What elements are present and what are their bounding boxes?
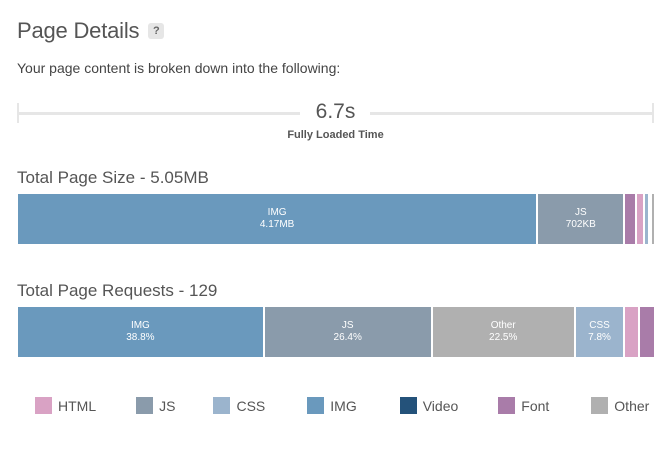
timeline-line-left — [17, 112, 300, 115]
legend-item-font: Font — [498, 397, 549, 414]
legend-label: HTML — [58, 397, 97, 414]
legend-item-html: HTML — [35, 397, 96, 414]
requests-segment-value: 7.8% — [588, 332, 611, 343]
legend-label: Font — [521, 397, 550, 414]
legend-label: JS — [159, 397, 176, 414]
page-title: Page Details — [17, 18, 140, 43]
requests-segment-font[interactable] — [639, 307, 654, 357]
size-segment-css[interactable] — [645, 194, 650, 244]
fully-loaded-timeline: 6.7s Fully Loaded Time — [17, 100, 654, 146]
fully-loaded-time-label: Fully Loaded Time — [287, 129, 384, 141]
requests-segment-label: JS — [341, 320, 354, 331]
fully-loaded-time-value: 6.7s — [315, 100, 356, 123]
legend-item-css: CSS — [213, 397, 265, 414]
legend-swatch-font — [498, 397, 516, 414]
requests-segment-js[interactable]: JS 26.4% — [264, 307, 433, 357]
legend-swatch-video — [399, 397, 417, 414]
requests-segment-value: 38.8% — [126, 332, 155, 343]
requests-segment-other[interactable]: Other 22.5% — [432, 307, 576, 357]
requests-segment-css[interactable]: CSS 7.8% — [575, 307, 626, 357]
legend-swatch-img — [307, 397, 325, 414]
size-segment-label: JS — [574, 207, 587, 218]
total-page-requests-title: Total Page Requests - 129 — [17, 281, 218, 300]
legend-item-video: Video — [399, 397, 459, 414]
page-subtitle: Your page content is broken down into th… — [17, 60, 341, 76]
legend-swatch-html — [35, 397, 52, 414]
legend-item-img: IMG — [307, 397, 357, 414]
legend-swatch-css — [213, 397, 231, 414]
legend-item-other: Other — [591, 397, 649, 414]
size-segment-value: 702KB — [565, 219, 596, 230]
help-icon[interactable]: ? — [148, 23, 165, 39]
legend-label: CSS — [236, 397, 266, 414]
size-segment-font[interactable] — [625, 194, 637, 244]
size-segment-html[interactable] — [636, 194, 646, 244]
requests-segment-value: 22.5% — [489, 332, 518, 343]
legend-label: Video — [422, 397, 459, 414]
size-segment-other[interactable] — [652, 194, 654, 244]
requests-segment-img[interactable]: IMG 38.8% — [18, 307, 265, 357]
size-segment-js[interactable]: JS 702KB — [538, 194, 626, 244]
total-page-size-title: Total Page Size - 5.05MB — [17, 168, 209, 187]
size-segment-img[interactable] — [649, 194, 653, 244]
legend-swatch-other — [591, 397, 609, 414]
requests-segment-label: Other — [490, 320, 516, 331]
page-size-bar: IMG 4.17MB JS 702KB — [18, 194, 654, 244]
page-details-header: Page Details ? — [17, 18, 165, 44]
requests-segment-label: IMG — [130, 320, 150, 331]
legend-item-js: JS — [136, 397, 175, 414]
requests-segment-label: CSS — [589, 320, 610, 331]
requests-segment-html[interactable] — [625, 307, 640, 357]
timeline-line-right — [370, 112, 654, 115]
legend-label: IMG — [330, 397, 357, 414]
legend-swatch-js — [136, 397, 154, 414]
size-segment-label: IMG — [267, 207, 287, 218]
content-type-legend: HTML JS CSS IMG Video Font Other — [35, 397, 649, 414]
size-segment-value: 4.17MB — [259, 219, 295, 230]
size-segment-img[interactable]: IMG 4.17MB — [18, 194, 539, 244]
page-requests-bar: IMG 38.8% JS 26.4% Other 22.5% CSS 7.8% — [18, 307, 654, 357]
legend-label: Other — [614, 397, 650, 414]
requests-segment-value: 26.4% — [333, 332, 362, 343]
timeline-end-cap — [652, 103, 654, 123]
